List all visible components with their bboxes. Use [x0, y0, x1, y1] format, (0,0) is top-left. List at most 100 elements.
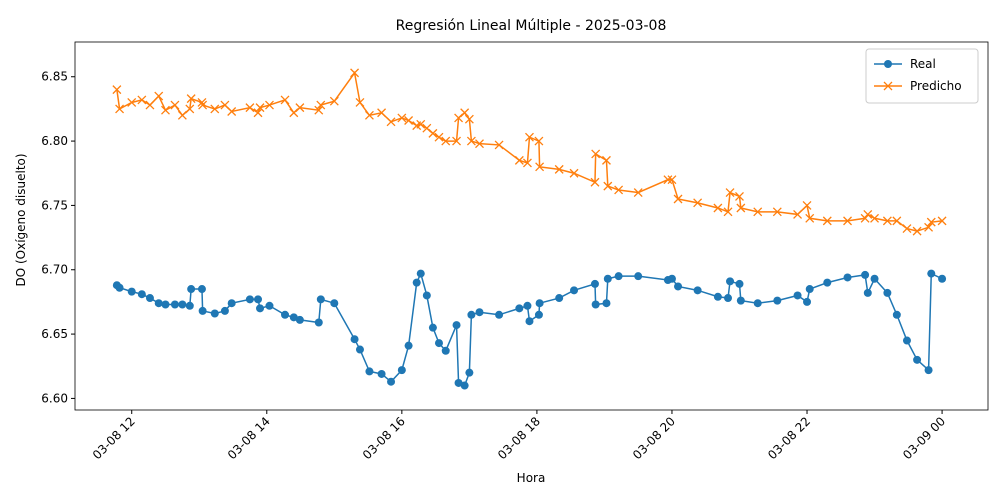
data-point: [753, 299, 762, 308]
data-point: [265, 301, 274, 310]
data-point: [350, 68, 360, 78]
data-point: [525, 317, 534, 326]
data-point: [255, 103, 265, 113]
data-point: [522, 158, 532, 168]
data-point: [397, 113, 407, 123]
data-point: [663, 175, 673, 185]
data-point: [861, 270, 870, 279]
data-point: [773, 296, 782, 305]
data-point: [177, 110, 187, 120]
data-point: [350, 335, 359, 344]
data-point: [256, 304, 265, 313]
data-point: [860, 213, 870, 223]
data-point: [514, 155, 524, 165]
data-point: [803, 297, 812, 306]
x-tick-label: 03-08 16: [360, 414, 408, 462]
data-point: [154, 299, 163, 308]
data-point: [534, 136, 544, 146]
data-point: [913, 355, 922, 364]
data-point: [602, 299, 611, 308]
data-point: [355, 345, 364, 354]
x-axis-label: Hora: [517, 471, 546, 485]
data-point: [667, 175, 677, 185]
chart-title: Regresión Lineal Múltiple - 2025-03-08: [396, 18, 667, 34]
data-point: [280, 95, 290, 105]
data-point: [693, 286, 702, 295]
data-point: [495, 310, 504, 319]
data-point: [416, 119, 426, 129]
data-point: [633, 188, 643, 198]
legend-marker: [884, 60, 892, 68]
data-point: [210, 104, 220, 114]
data-point: [454, 378, 463, 387]
data-point: [793, 291, 802, 300]
data-point: [793, 209, 803, 219]
data-point: [534, 310, 543, 319]
data-point: [161, 300, 170, 309]
data-point: [926, 217, 936, 227]
data-point: [467, 310, 476, 319]
data-point: [197, 98, 207, 107]
data-point: [726, 277, 735, 286]
data-point: [938, 274, 947, 283]
y-tick-label: 6.85: [41, 70, 68, 84]
data-point: [412, 278, 421, 287]
data-point: [674, 282, 683, 291]
data-point: [185, 301, 194, 310]
data-point: [314, 105, 324, 115]
y-tick-label: 6.60: [41, 391, 68, 405]
data-point: [245, 103, 255, 113]
data-point: [475, 308, 484, 317]
data-point: [735, 191, 744, 201]
data-point: [452, 136, 462, 146]
data-point: [713, 203, 723, 213]
data-point: [515, 304, 524, 313]
data-point: [227, 107, 237, 116]
data-point: [723, 207, 733, 217]
data-point: [387, 377, 396, 386]
data-point: [535, 162, 545, 172]
data-point: [441, 136, 451, 146]
data-point: [713, 292, 722, 301]
y-tick-label: 6.80: [41, 134, 68, 148]
data-point: [693, 198, 703, 208]
data-point: [422, 291, 431, 300]
data-point: [295, 103, 305, 113]
data-point: [863, 209, 873, 219]
data-point: [902, 224, 912, 234]
data-point: [112, 85, 122, 95]
data-point: [466, 136, 476, 146]
data-point: [265, 100, 274, 110]
data-point: [416, 269, 425, 278]
series-line: [116, 71, 943, 232]
data-point: [724, 294, 733, 303]
data-point: [281, 310, 290, 319]
legend-label: Predicho: [910, 79, 962, 93]
data-point: [603, 274, 612, 283]
data-point: [725, 188, 735, 198]
data-point: [115, 283, 124, 292]
data-point: [428, 323, 437, 332]
data-point: [145, 294, 154, 303]
data-point: [404, 341, 413, 350]
y-tick-label: 6.75: [41, 198, 68, 212]
data-point: [554, 164, 564, 174]
data-point: [187, 285, 196, 294]
data-point: [330, 299, 339, 308]
data-point: [902, 336, 911, 345]
y-tick-label: 6.70: [41, 263, 68, 277]
series-line: [116, 271, 943, 387]
data-point: [614, 272, 623, 281]
data-point: [220, 306, 229, 315]
data-point: [115, 104, 125, 114]
data-point: [870, 274, 879, 283]
data-point: [591, 149, 601, 159]
data-point: [254, 295, 263, 304]
data-point: [590, 279, 599, 288]
data-point: [329, 96, 339, 106]
data-point: [823, 278, 832, 287]
data-point: [137, 290, 146, 299]
data-point: [753, 207, 763, 217]
data-point: [525, 132, 534, 142]
data-point: [316, 100, 326, 110]
